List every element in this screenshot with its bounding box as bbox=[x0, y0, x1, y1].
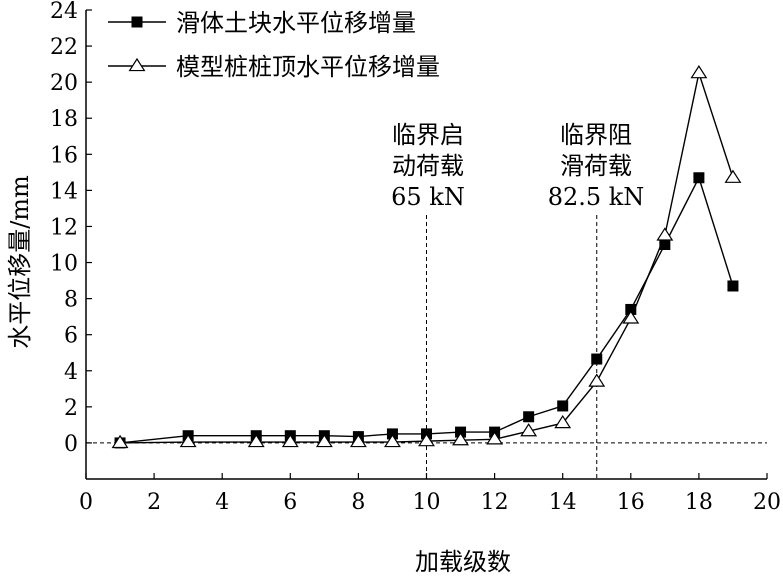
data-point-triangle bbox=[418, 433, 435, 447]
legend-label: 模型桩桩顶水平位移增量 bbox=[176, 53, 440, 81]
annotation-line: 82.5 kN bbox=[548, 183, 645, 211]
data-point-square bbox=[659, 239, 671, 250]
data-point-triangle bbox=[724, 169, 742, 183]
y-tick-label: 6 bbox=[64, 324, 78, 349]
annotation-line: 滑荷载 bbox=[560, 152, 632, 180]
y-axis-title: 水平位移量/mm bbox=[6, 175, 34, 349]
data-point-square bbox=[591, 353, 603, 365]
annotation-line: 临界阻 bbox=[560, 121, 632, 149]
legend-item-1: 滑体土块水平位移增量 bbox=[108, 9, 416, 37]
data-point-triangle bbox=[622, 310, 640, 324]
x-tick-label: 6 bbox=[283, 490, 297, 515]
y-tick-label: 0 bbox=[64, 432, 78, 457]
data-point-square bbox=[693, 172, 705, 184]
x-tick-label: 2 bbox=[147, 490, 161, 515]
y-tick-label: 22 bbox=[50, 35, 78, 60]
x-tick-label: 16 bbox=[617, 490, 645, 515]
data-point-square bbox=[625, 303, 637, 315]
data-point-square bbox=[523, 411, 535, 423]
data-point-triangle bbox=[315, 433, 333, 448]
data-point-triangle bbox=[690, 65, 708, 79]
data-point-triangle bbox=[384, 433, 401, 448]
data-point-triangle bbox=[588, 373, 606, 387]
y-tick-label: 10 bbox=[50, 252, 78, 277]
y-tick-label: 4 bbox=[64, 360, 78, 385]
annotation-line: 临界启 bbox=[392, 121, 464, 149]
legend-item-2: 模型桩桩顶水平位移增量 bbox=[108, 53, 440, 81]
x-tick-label: 4 bbox=[215, 490, 229, 515]
data-point-triangle bbox=[486, 431, 504, 445]
data-point-triangle bbox=[128, 57, 146, 72]
data-point-triangle bbox=[179, 433, 197, 448]
data-point-triangle bbox=[349, 433, 367, 448]
data-point-triangle bbox=[247, 433, 265, 448]
x-axis-title: 加载级数 bbox=[415, 548, 511, 576]
x-tick-label: 14 bbox=[549, 490, 577, 515]
x-tick-label: 0 bbox=[79, 490, 93, 515]
series-2 bbox=[111, 65, 742, 449]
data-point-triangle bbox=[111, 434, 129, 449]
y-tick-label: 8 bbox=[64, 288, 78, 313]
y-tick-label: 14 bbox=[50, 179, 78, 204]
y-tick-label: 2 bbox=[64, 396, 78, 421]
y-tick-label: 20 bbox=[50, 71, 78, 96]
y-tick-label: 24 bbox=[50, 0, 78, 24]
data-point-triangle bbox=[520, 423, 538, 437]
series-layer bbox=[111, 65, 742, 449]
data-point-square bbox=[557, 400, 569, 412]
x-tick-label: 18 bbox=[685, 490, 713, 515]
x-tick-label: 8 bbox=[351, 490, 365, 515]
y-tick-label: 18 bbox=[50, 107, 78, 132]
annotation-line: 65 kN bbox=[391, 183, 465, 211]
x-tick-label: 12 bbox=[481, 490, 509, 515]
x-tick-label: 10 bbox=[413, 490, 441, 515]
x-tick-label: 20 bbox=[753, 490, 781, 515]
data-point-triangle bbox=[281, 433, 299, 448]
data-point-triangle bbox=[656, 227, 674, 241]
legend-label: 滑体土块水平位移增量 bbox=[176, 9, 416, 37]
y-tick-label: 12 bbox=[50, 215, 78, 240]
annotation-line: 动荷载 bbox=[392, 152, 464, 180]
y-tick-label: 16 bbox=[50, 143, 78, 168]
data-point-triangle bbox=[452, 432, 469, 446]
data-point-triangle bbox=[554, 414, 572, 429]
data-point-square bbox=[131, 16, 143, 28]
data-point-square bbox=[727, 280, 739, 292]
